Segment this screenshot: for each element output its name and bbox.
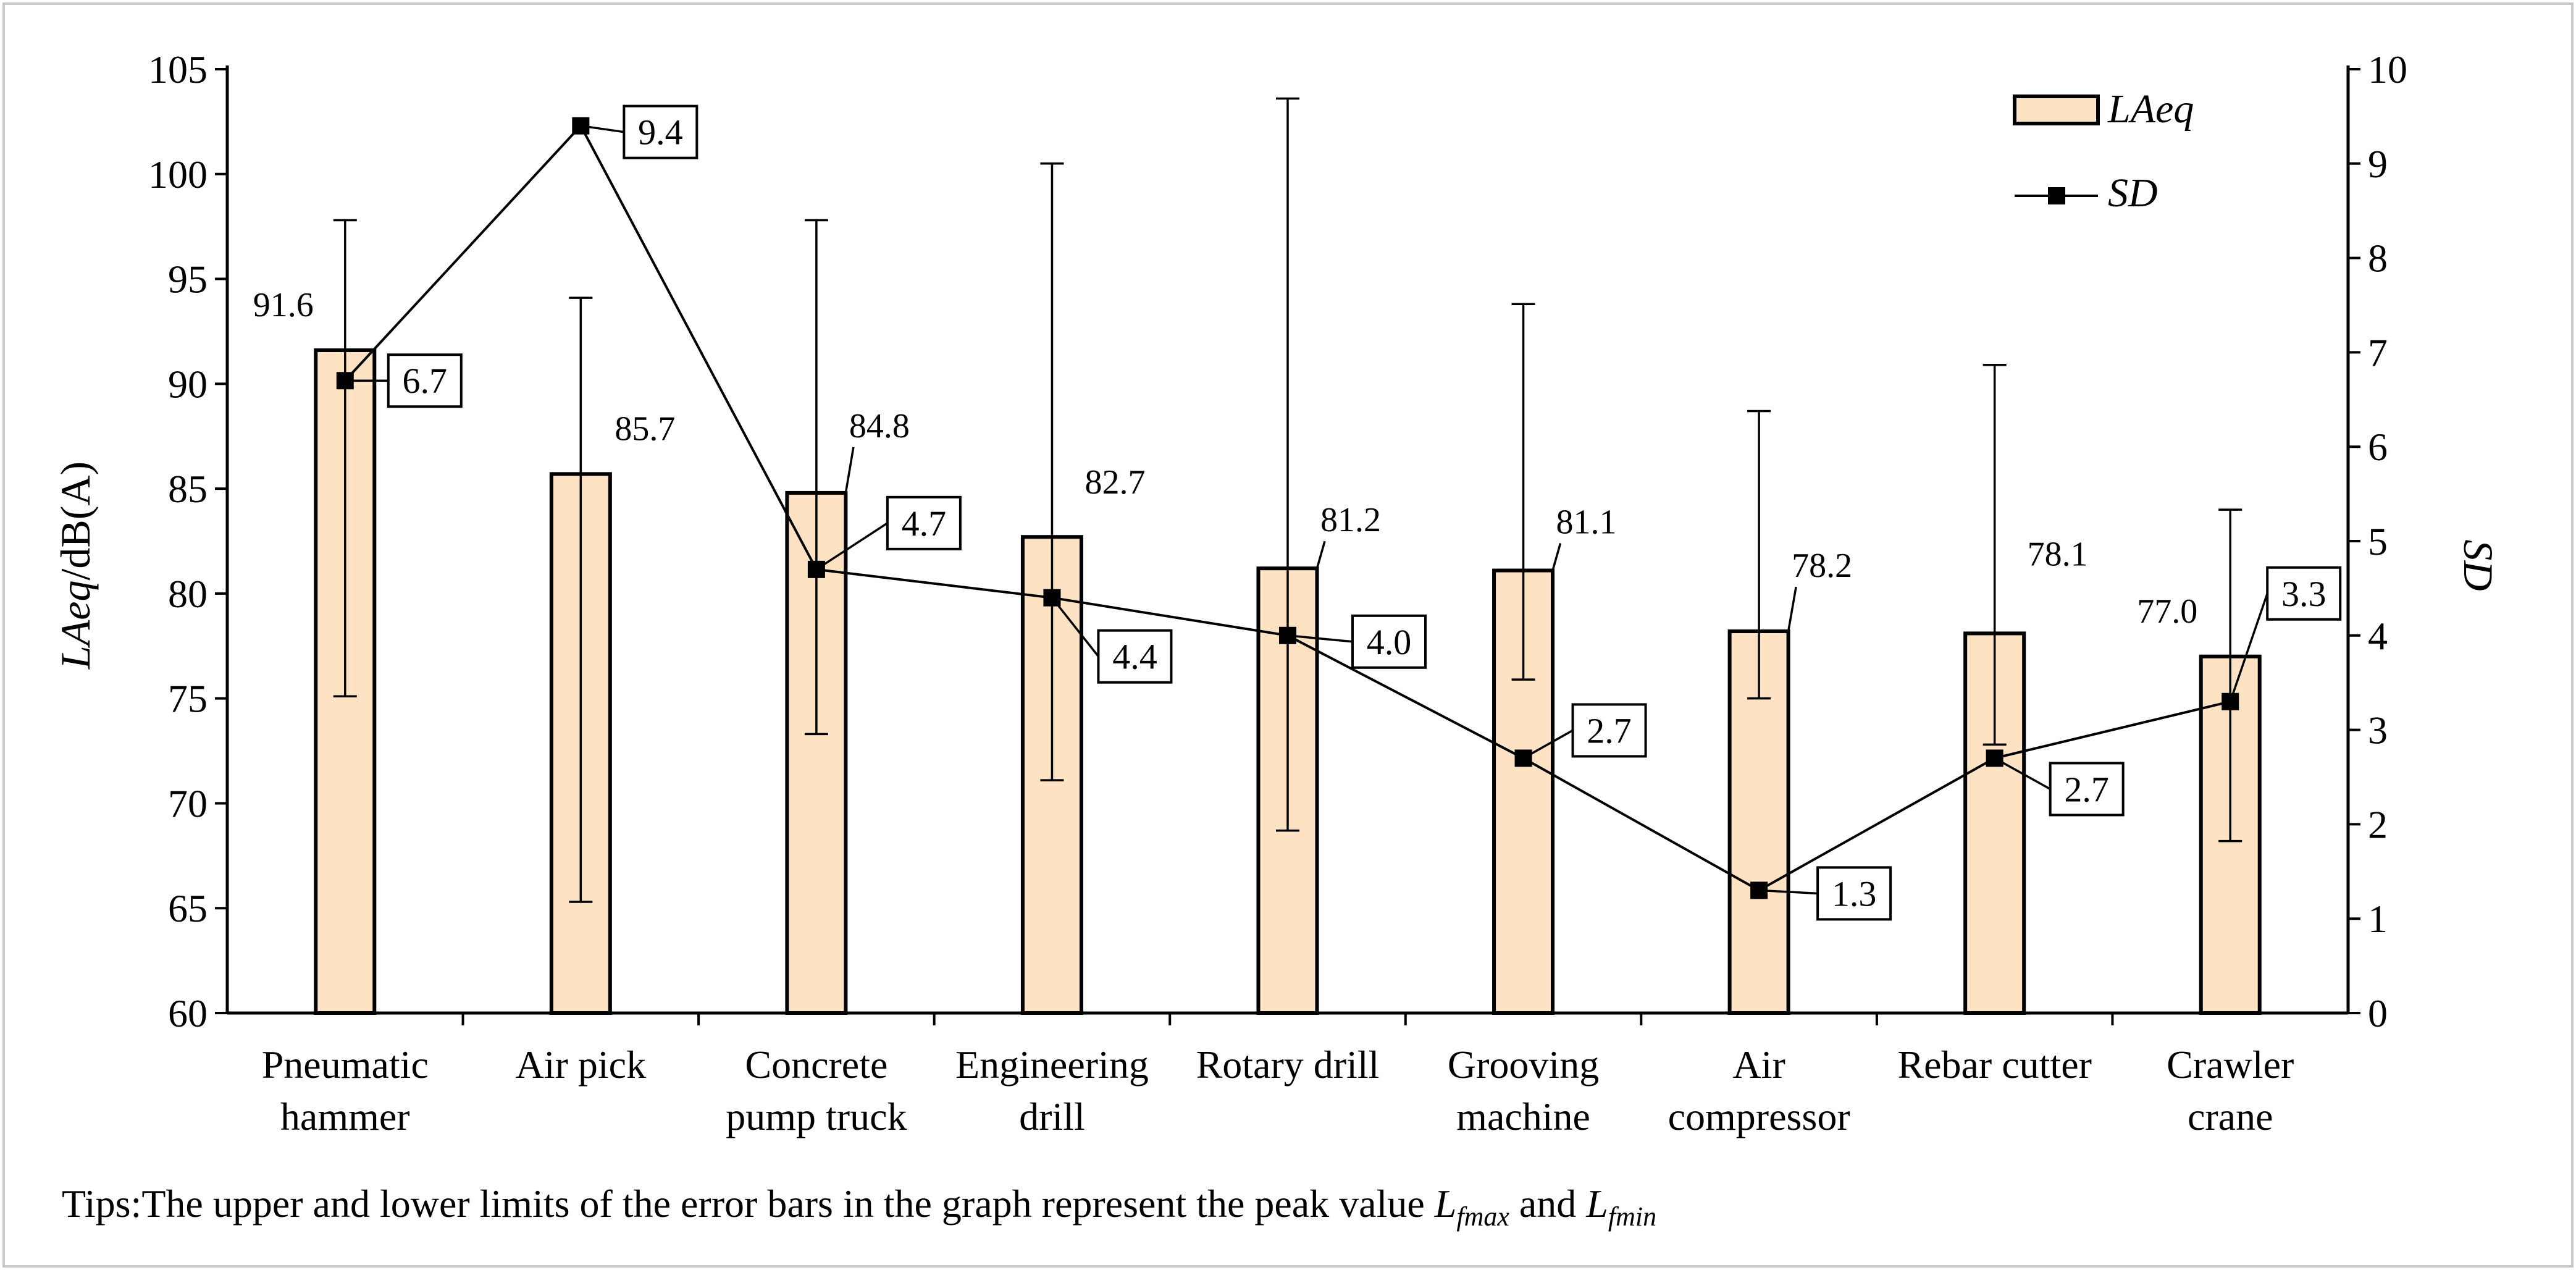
x-tick-label: Pneumatic hammer [262, 1043, 429, 1138]
y-tick-label: 60 [168, 991, 208, 1035]
data-label-laeq: 81.2 [1320, 501, 1381, 539]
legend-marker-sd [2048, 187, 2065, 204]
y2-tick-label: 3 [2368, 709, 2388, 752]
x-tick-label: Rebar cutter [1897, 1043, 2092, 1087]
error-bars-layer [333, 97, 2242, 903]
sd-label-leader [581, 124, 624, 133]
data-label-sd: 2.7 [1587, 710, 1632, 751]
y2-tick-label: 4 [2368, 614, 2388, 658]
sd-label-leader [1287, 634, 1353, 643]
sd-label-leader [815, 522, 888, 571]
data-label-laeq: 78.2 [1792, 547, 1852, 585]
sd-label-leader [1994, 757, 2051, 790]
sd-label-box [1097, 629, 1173, 684]
y2-tick-label: 1 [2368, 897, 2388, 941]
x-tick-label: Rotary drill [1196, 1043, 1380, 1087]
data-label-sd: 4.0 [1367, 622, 1412, 662]
sd-label-leader [1522, 729, 1574, 759]
x-tick-label: Concrete pump truck [726, 1043, 907, 1138]
y2-tick-label: 2 [2368, 802, 2388, 846]
data-label-laeq: 84.8 [849, 407, 910, 445]
y-tick-label: 70 [168, 781, 208, 825]
y-tick-label: 90 [168, 362, 208, 406]
labels-layer: 91.6 85.7 84.8 82.7 81.2 81.1 78.2 78.1 77.0 6.7 9… [253, 104, 2342, 921]
y2-axis-title: SD [2455, 539, 2502, 591]
data-label-laeq: 82.7 [1085, 463, 1145, 502]
y2-tick-label: 0 [2368, 991, 2388, 1035]
sd-label-box [2049, 762, 2125, 817]
sd-label-box [886, 495, 962, 550]
y-tick-label: 105 [148, 48, 208, 91]
data-label-leader [1551, 543, 1562, 571]
x-tick-label: Crawler crane [2167, 1043, 2294, 1138]
data-label-laeq: 81.1 [1556, 503, 1617, 542]
sd-label-leader [1759, 889, 1818, 895]
legend: LAeq SD [2013, 86, 2194, 216]
y2-tick-label: 7 [2368, 330, 2388, 374]
data-label-sd: 4.4 [1112, 637, 1157, 677]
legend-label-laeq: LAeq [2107, 86, 2194, 132]
x-tick-label: Air compressor [1668, 1043, 1850, 1138]
sd-label-leader [2229, 593, 2268, 702]
data-label-leader [1787, 586, 1797, 632]
data-label-leader [844, 447, 855, 494]
y-axis-title: LAeq/dB(A) [52, 461, 99, 670]
sd-label-box [1351, 614, 1427, 669]
sd-label-box [1571, 703, 1647, 758]
x-tick-label: Grooving machine [1448, 1043, 1599, 1138]
y2-tick-label: 10 [2368, 48, 2407, 91]
sd-label-box [1816, 866, 1892, 921]
y2-tick-label: 5 [2368, 519, 2388, 563]
sd-label-leader [1051, 597, 1099, 657]
data-label-sd: 4.7 [902, 503, 947, 544]
y-tick-label: 65 [168, 886, 208, 930]
data-label-sd: 6.7 [403, 361, 448, 401]
data-label-sd: 3.3 [2281, 574, 2326, 614]
data-label-sd: 2.7 [2064, 769, 2109, 809]
data-label-laeq: 77.0 [2137, 592, 2197, 631]
legend-label-sd: SD [2108, 170, 2158, 216]
tips-note: Tips:The upper and lower limits of the e… [62, 1182, 1656, 1232]
sd-label-box [2266, 566, 2342, 621]
sd-label-box [623, 104, 699, 159]
data-label-laeq: 78.1 [2028, 535, 2088, 573]
legend-swatch-laeq [2013, 95, 2100, 125]
y-tick-label: 95 [168, 258, 208, 301]
data-label-sd: 9.4 [638, 112, 683, 153]
data-label-laeq: 91.6 [253, 286, 314, 324]
data-label-sd: 1.3 [1832, 873, 1877, 914]
axes-layer: 60 65 70 75 80 85 90 95 100 105 0 1 2 3 4 5 6 7 8 9 10 Pneuma… [148, 48, 2407, 1138]
y-tick-label: 80 [168, 572, 208, 616]
data-label-laeq: 85.7 [615, 410, 675, 448]
y-tick-label: 75 [168, 677, 208, 721]
x-tick-label: Engineering drill [955, 1043, 1149, 1138]
sd-label-box [387, 353, 463, 408]
x-tick-label: Air pick [516, 1043, 647, 1087]
y2-tick-label: 8 [2368, 237, 2388, 280]
y-tick-label: 100 [148, 153, 208, 196]
y2-tick-label: 6 [2368, 425, 2388, 469]
data-label-leader [1315, 540, 1326, 569]
y-tick-label: 85 [168, 467, 208, 511]
y2-tick-label: 9 [2368, 142, 2388, 186]
